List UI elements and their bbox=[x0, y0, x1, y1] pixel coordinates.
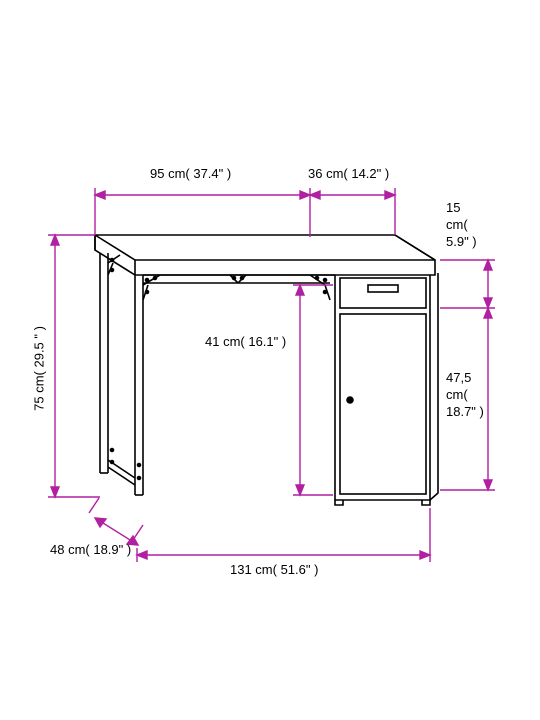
dim-top-left: 95 cm( 37.4" ) bbox=[150, 166, 231, 183]
dim-top-right: 36 cm( 14.2" ) bbox=[308, 166, 389, 183]
dim-left-height: 75 cm( 29.5 " ) bbox=[32, 308, 49, 428]
dim-right-bottom: 47,5cm(18.7" ) bbox=[446, 370, 484, 421]
dim-width: 131 cm( 51.6" ) bbox=[230, 562, 318, 579]
furniture-drawing bbox=[0, 0, 540, 720]
dim-inner-height: 41 cm( 16.1" ) bbox=[205, 334, 286, 351]
desk-outline bbox=[95, 235, 438, 505]
dim-depth: 48 cm( 18.9" ) bbox=[50, 542, 131, 559]
dimension-lines bbox=[48, 188, 495, 562]
dim-right-top: 15cm(5.9" ) bbox=[446, 200, 477, 251]
diagram-container: 95 cm( 37.4" ) 36 cm( 14.2" ) 75 cm( 29.… bbox=[0, 0, 540, 720]
